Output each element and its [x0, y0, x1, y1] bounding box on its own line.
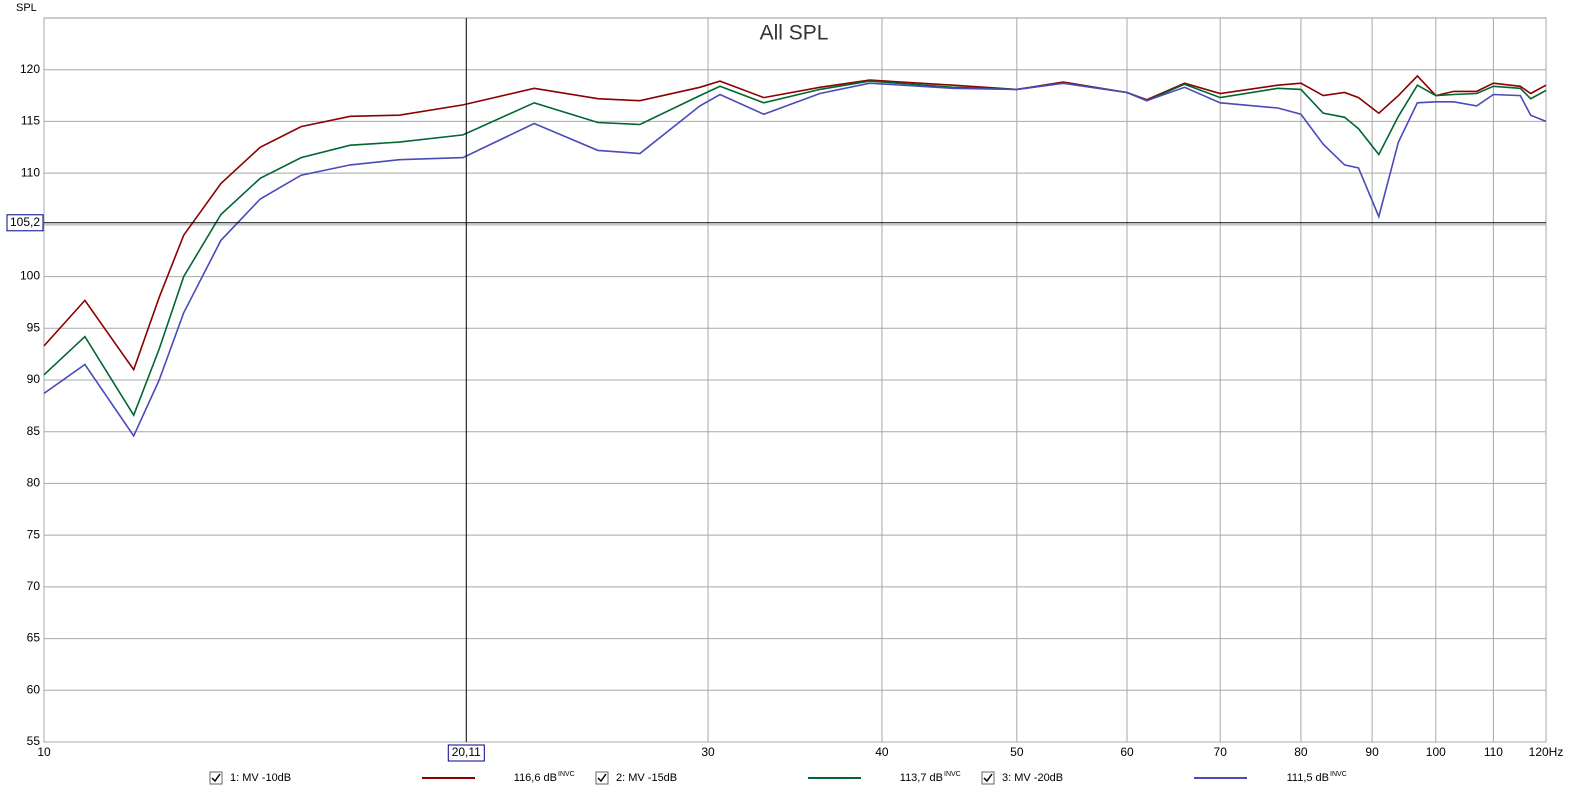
legend-check	[983, 773, 993, 783]
series-line	[43, 82, 1547, 438]
y-tick-label: 60	[27, 682, 41, 696]
cursor-x-label: 20,11	[452, 745, 481, 759]
legend-name: 2: MV -15dB	[616, 772, 677, 784]
x-tick-label: 110	[1484, 745, 1503, 759]
x-tick-label: 90	[1365, 745, 1379, 759]
y-tick-label: 65	[27, 631, 41, 645]
x-tick-label: 60	[1120, 745, 1134, 759]
x-tick-label: 100	[1426, 745, 1446, 759]
x-tick-label: 30	[701, 745, 715, 759]
y-tick-label: 95	[27, 320, 41, 334]
legend-check	[597, 773, 607, 783]
y-tick-label: 110	[21, 165, 40, 179]
y-tick-label: 100	[20, 269, 40, 283]
legend-checkbox[interactable]	[981, 771, 995, 785]
y-tick-label: 75	[27, 527, 41, 541]
chart-title: All SPL	[760, 22, 829, 45]
x-tick-label: 10	[37, 745, 51, 759]
y-tick-label: 85	[27, 424, 41, 438]
y-axis-label: SPL	[16, 2, 37, 14]
cursor-y-box	[6, 214, 44, 232]
legend-flag: INVC	[1330, 771, 1347, 778]
x-tick-label: 50	[1010, 745, 1024, 759]
y-tick-label: 120	[20, 62, 40, 76]
cursor-y-label: 105,2	[10, 215, 40, 229]
x-tick-label: 80	[1294, 745, 1308, 759]
legend-checkbox[interactable]	[595, 771, 609, 785]
legend-value: 111,5 dB	[1287, 772, 1329, 784]
x-tick-label: 70	[1214, 745, 1228, 759]
y-tick-label: 70	[27, 579, 41, 593]
y-tick-label: 55	[27, 734, 41, 748]
x-tick-label: 120Hz	[1529, 745, 1564, 759]
y-tick-label: 80	[27, 476, 41, 490]
legend-flag: INVC	[558, 771, 575, 778]
y-tick-label: 115	[21, 114, 40, 128]
legend-check	[211, 773, 221, 783]
legend-value: 116,6 dB	[514, 772, 557, 784]
legend-checkbox[interactable]	[209, 771, 223, 785]
cursor-x-box	[447, 744, 485, 762]
x-tick-label: 40	[875, 745, 889, 759]
legend-name: 3: MV -20dB	[1002, 772, 1063, 784]
y-tick-label: 90	[27, 372, 41, 386]
legend-value: 113,7 dB	[900, 772, 943, 784]
legend-name: 1: MV -10dB	[230, 772, 291, 784]
legend-flag: INVC	[944, 771, 961, 778]
